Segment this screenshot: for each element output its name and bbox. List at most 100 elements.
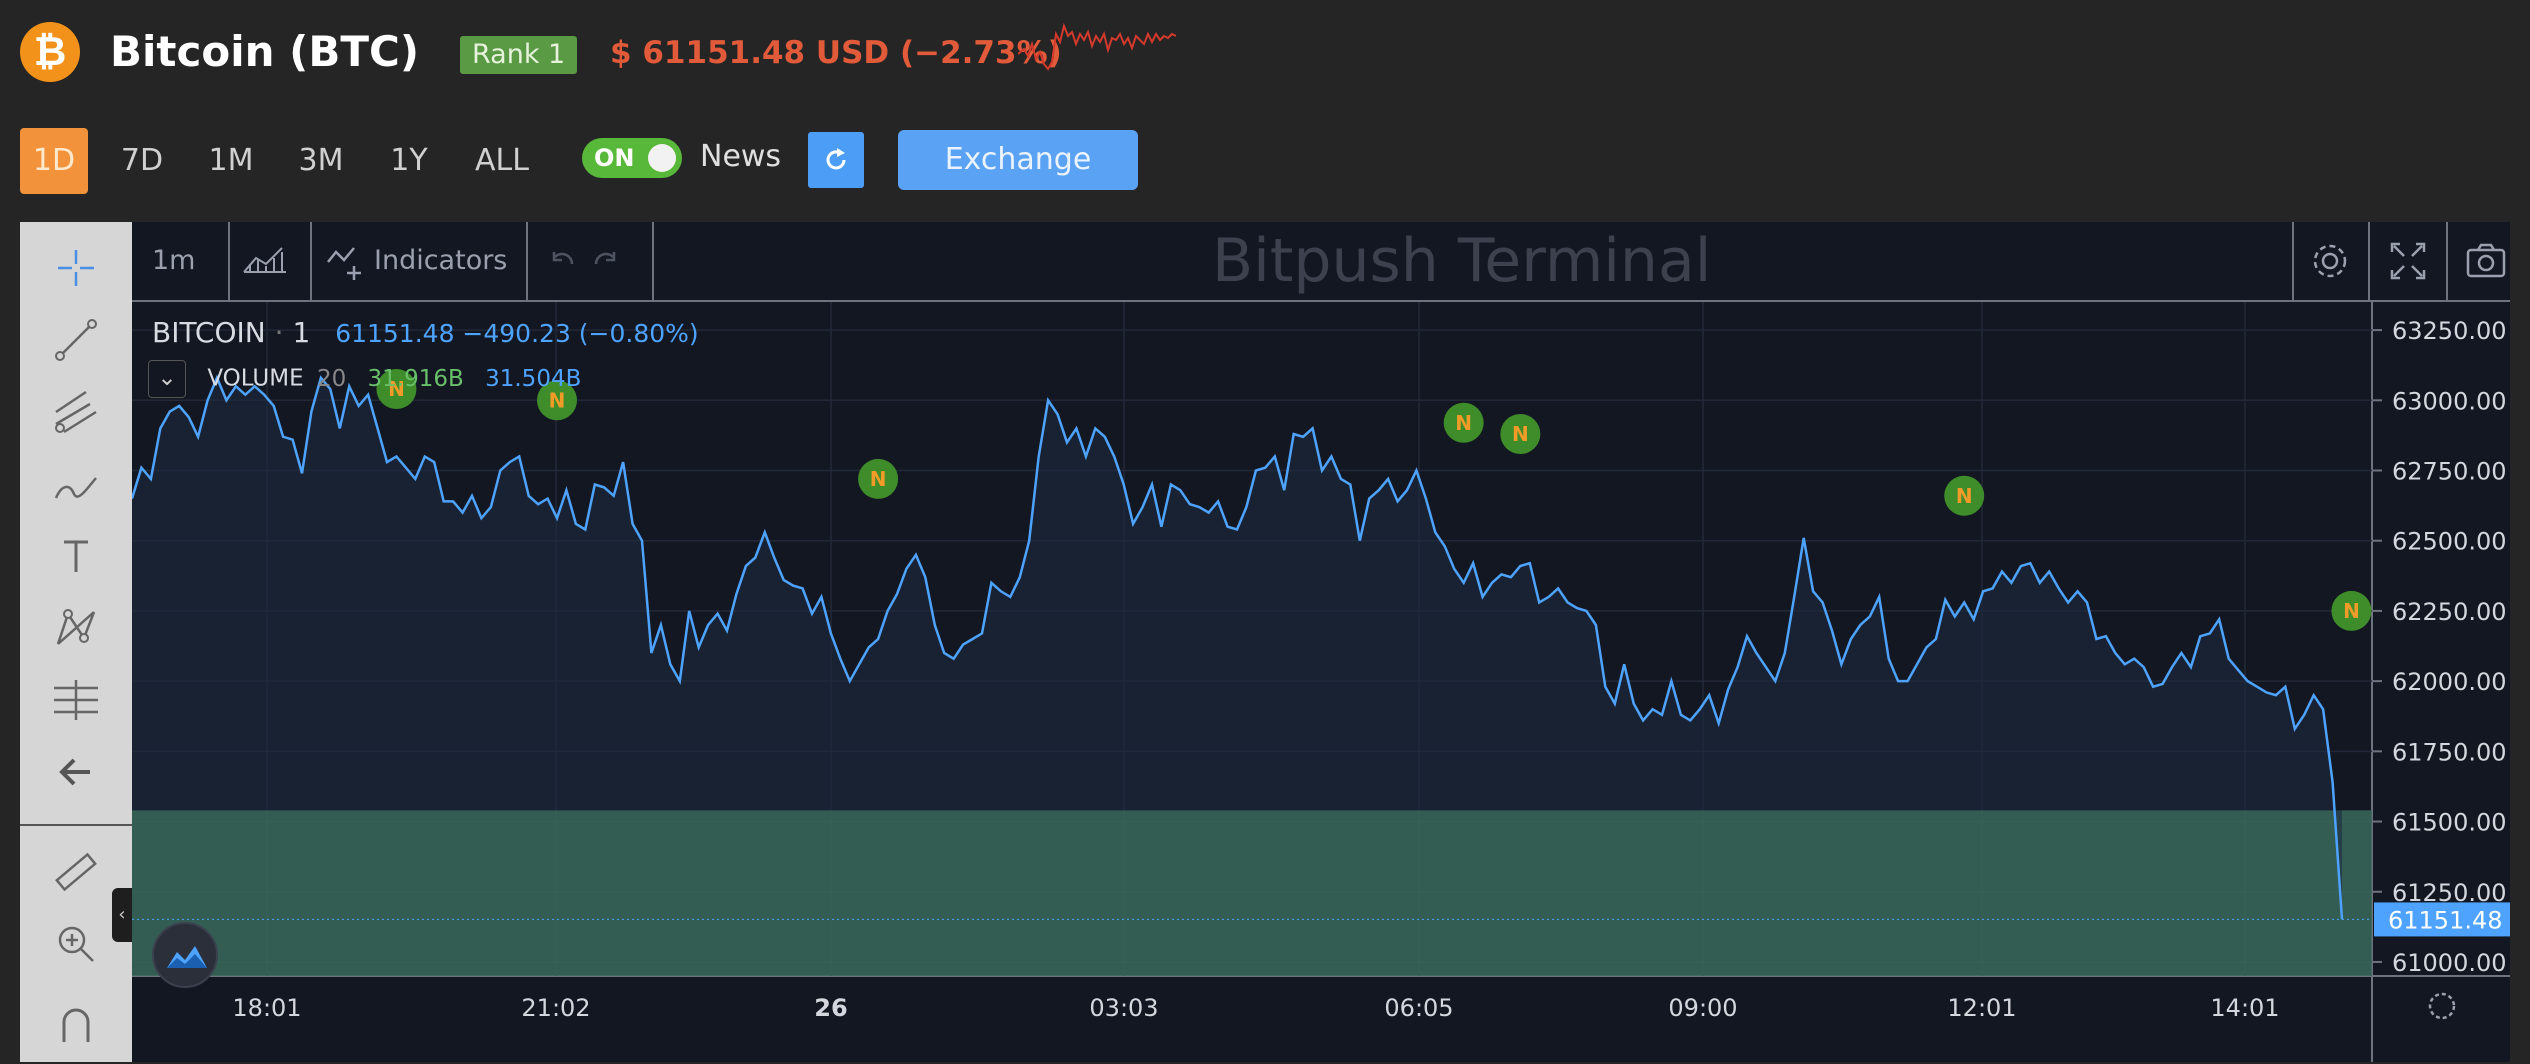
volume-label: VOLUME	[207, 365, 304, 392]
text-icon[interactable]	[46, 526, 106, 586]
refresh-button[interactable]	[808, 132, 864, 188]
price-sparkline	[1018, 22, 1176, 71]
range-1d-button[interactable]: 1D	[20, 128, 88, 194]
news-label: News	[700, 139, 782, 174]
time-tick-label: 26	[814, 994, 847, 1022]
chart-widget: ‹ 1m Indicators Bitpush Terminal	[20, 222, 2510, 1062]
price-tick-label: 61000.00	[2392, 949, 2507, 977]
news-marker-label: N	[2343, 599, 2360, 623]
price-tick-label: 62750.00	[2392, 458, 2507, 486]
price-tick-label: 62000.00	[2392, 668, 2507, 696]
news-marker[interactable]	[376, 369, 417, 410]
exchange-button[interactable]: Exchange	[898, 130, 1138, 190]
indicators-label: Indicators	[374, 245, 508, 276]
news-marker[interactable]	[537, 380, 577, 421]
news-marker-label: N	[388, 377, 405, 401]
range-1y-button[interactable]: 1Y	[390, 143, 428, 178]
gear-small-icon[interactable]	[2428, 992, 2456, 1020]
drawing-toolbar: ‹	[20, 222, 132, 1062]
settings-icon[interactable]	[2306, 222, 2354, 300]
price-chart-svg[interactable]: 63250.00 63000.00 62750.00 62500.00 62250.00…	[35, 302, 2510, 1062]
price-tick-label: 61500.00	[2392, 809, 2507, 837]
time-tick-label: 21:02	[521, 994, 590, 1022]
news-marker[interactable]	[2331, 590, 2372, 631]
header: ₿ Bitcoin (BTC) Rank 1 $ 61151.48 USD (−…	[0, 0, 2530, 110]
range-1m-button[interactable]: 1M	[208, 143, 254, 178]
toggle-knob	[648, 144, 676, 172]
magnet-icon[interactable]	[46, 992, 106, 1052]
toolbar-separator	[526, 222, 528, 300]
volume-length: 20	[316, 365, 347, 392]
toolbar-separator	[228, 222, 230, 300]
page-title: Bitcoin (BTC)	[110, 27, 420, 76]
crosshair-icon[interactable]	[46, 238, 106, 298]
legend-symbol: BITCOIN	[152, 316, 266, 349]
news-marker-label: N	[1455, 411, 1472, 435]
news-marker-label: N	[1512, 422, 1529, 446]
volume-band	[132, 810, 2372, 976]
price-area	[132, 377, 2342, 920]
range-7d-button[interactable]: 7D	[120, 143, 164, 178]
toolbar-separator	[2368, 222, 2370, 300]
refresh-icon	[826, 148, 846, 170]
news-marker[interactable]	[858, 458, 899, 499]
bitpush-logo-icon	[152, 922, 218, 988]
indicators-button[interactable]: Indicators	[324, 222, 507, 300]
fullscreen-icon[interactable]	[2384, 222, 2432, 300]
volume-ma: 31.504B	[485, 365, 582, 392]
rank-badge: Rank 1	[460, 36, 578, 74]
redo-icon[interactable]	[590, 222, 624, 300]
pattern-icon[interactable]	[46, 598, 106, 658]
last-price-label: 61151.48	[2388, 906, 2503, 934]
price-tick-label: 61250.00	[2392, 879, 2507, 907]
ruler-icon[interactable]	[46, 842, 106, 902]
range-all-button[interactable]: ALL	[475, 143, 529, 178]
trend-line-icon[interactable]	[46, 310, 106, 370]
chevron-down-icon[interactable]: ⌄	[148, 360, 186, 398]
legend-ohlc: 61151.48 −490.23 (−0.80%)	[335, 319, 699, 348]
back-arrow-icon[interactable]	[46, 742, 106, 802]
time-tick-label: 03:03	[1089, 994, 1158, 1022]
time-tick-label: 06:05	[1384, 994, 1453, 1022]
interval-button[interactable]: 1m	[152, 245, 196, 276]
last-price-badge	[2374, 902, 2510, 937]
news-marker[interactable]	[1443, 402, 1484, 443]
bar-style-icon[interactable]	[236, 222, 310, 300]
toolbar-separator	[2292, 222, 2294, 300]
price-line	[130, 374, 2344, 920]
time-tick-label: 12:01	[1947, 994, 2016, 1022]
news-toggle[interactable]: ON	[582, 138, 682, 178]
chart-toolbar: 1m Indicators Bitpush Terminal	[132, 222, 2510, 302]
bitcoin-logo-icon: ₿	[20, 22, 80, 82]
news-marker-label: N	[870, 467, 887, 491]
price-tick-label: 62250.00	[2392, 598, 2507, 626]
undo-icon[interactable]	[544, 222, 578, 300]
toolbar-separator	[2446, 222, 2448, 300]
volume-value: 31.916B	[367, 365, 464, 392]
news-marker[interactable]	[1944, 475, 1985, 516]
news-marker-label: N	[1956, 484, 1973, 508]
brush-icon[interactable]	[46, 454, 106, 514]
price-tick-label: 63000.00	[2392, 387, 2507, 415]
price-change: $ 61151.48 USD (−2.73%)	[610, 35, 1062, 71]
toggle-state-label: ON	[594, 144, 635, 172]
range-3m-button[interactable]: 3M	[298, 143, 344, 178]
toolbar-divider	[20, 824, 132, 826]
watermark: Bitpush Terminal	[1212, 226, 1712, 296]
volume-legend: ⌄ VOLUME 20 31.916B 31.504B	[148, 360, 581, 398]
collapse-toolbar-button[interactable]: ‹	[112, 888, 132, 942]
toolbar-separator	[652, 222, 654, 300]
camera-icon[interactable]	[2462, 222, 2510, 300]
toolbar-separator	[310, 222, 312, 300]
news-marker[interactable]	[1500, 413, 1541, 454]
price-tick-label: 62500.00	[2392, 528, 2507, 556]
time-tick-label: 09:00	[1668, 994, 1737, 1022]
fib-icon[interactable]	[46, 382, 106, 442]
zoom-in-icon[interactable]	[46, 914, 106, 974]
time-tick-label: 14:01	[2210, 994, 2279, 1022]
price-tick-label: 61750.00	[2392, 738, 2507, 766]
news-marker-label: N	[549, 388, 566, 412]
measure-icon[interactable]	[46, 670, 106, 730]
series-legend: BITCOIN · 1 61151.48 −490.23 (−0.80%)	[152, 316, 699, 349]
price-plot[interactable]: 63250.00 63000.00 62750.00 62500.00 62250.00…	[35, 302, 2510, 1062]
